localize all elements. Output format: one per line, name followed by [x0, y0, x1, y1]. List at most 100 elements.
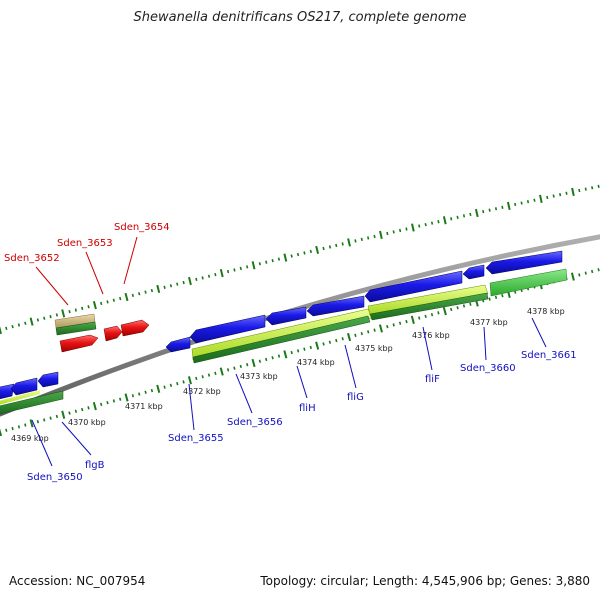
- minor-tick: [424, 223, 427, 227]
- major-tick: [251, 358, 256, 368]
- minor-tick: [501, 205, 504, 209]
- minor-tick: [360, 331, 363, 336]
- minor-tick: [74, 308, 77, 312]
- gene-arrow-sden-3661[interactable]: [485, 250, 563, 275]
- minor-tick: [591, 269, 594, 274]
- minor-tick: [176, 282, 179, 286]
- scale-label: 4372 kbp: [183, 387, 221, 396]
- gene-label-sden-3653[interactable]: Sden_3653: [57, 238, 113, 249]
- gene-arrow-flig[interactable]: [306, 295, 365, 317]
- minor-tick: [226, 368, 230, 372]
- minor-tick: [169, 383, 173, 388]
- gene-label-sden-3656[interactable]: Sden_3656: [227, 417, 283, 428]
- minor-tick: [17, 425, 21, 429]
- minor-tick: [501, 293, 504, 298]
- gene-label-flif[interactable]: fliF: [425, 374, 440, 385]
- minor-tick: [386, 324, 389, 329]
- feature-bar: [0, 390, 40, 405]
- minor-tick: [81, 306, 84, 311]
- major-tick: [571, 187, 575, 197]
- minor-tick: [341, 242, 344, 246]
- minor-tick: [112, 399, 116, 403]
- gene-arrow-flih[interactable]: [265, 306, 307, 326]
- minor-tick: [296, 349, 300, 353]
- leader-line: [123, 236, 138, 285]
- minor-tick: [418, 224, 421, 228]
- minor-tick: [176, 381, 179, 386]
- major-tick: [410, 315, 415, 324]
- minor-tick: [265, 260, 268, 264]
- minor-tick: [578, 273, 581, 277]
- major-tick: [0, 428, 3, 437]
- gene-label-sden-3655[interactable]: Sden_3655: [168, 433, 224, 444]
- leader-line: [483, 326, 487, 361]
- leader-line: [296, 365, 308, 399]
- gene-label-sden-3654[interactable]: Sden_3654: [114, 222, 170, 233]
- minor-tick: [258, 359, 262, 363]
- minor-tick: [469, 302, 472, 306]
- gene-label-sden-3660[interactable]: Sden_3660: [460, 363, 516, 374]
- minor-tick: [367, 236, 370, 240]
- minor-tick: [399, 228, 402, 233]
- gene-label-flig[interactable]: fliG: [347, 392, 364, 403]
- minor-tick: [182, 280, 185, 285]
- minor-tick: [430, 221, 434, 225]
- minor-tick: [360, 237, 363, 242]
- minor-tick: [138, 392, 141, 396]
- minor-tick: [303, 347, 306, 351]
- major-tick: [61, 309, 66, 318]
- minor-tick: [392, 323, 395, 327]
- minor-tick: [296, 252, 300, 257]
- gene-arrow-sden-3650[interactable]: [0, 383, 15, 400]
- minor-tick: [578, 188, 581, 193]
- major-tick: [315, 341, 320, 350]
- scale-label: 4374 kbp: [297, 358, 335, 367]
- minor-tick: [559, 193, 562, 197]
- minor-tick: [437, 311, 440, 315]
- gene-arrow-sden-3652[interactable]: [59, 334, 99, 353]
- leader-line: [531, 317, 547, 348]
- leader-line: [85, 251, 104, 295]
- major-tick: [0, 325, 2, 335]
- major-tick: [570, 272, 575, 281]
- minor-tick: [43, 316, 46, 320]
- gene-arrow-sden-3654[interactable]: [120, 319, 150, 337]
- gene-label-flih[interactable]: fliH: [299, 403, 316, 414]
- minor-tick: [271, 259, 274, 263]
- minor-tick: [201, 375, 204, 379]
- minor-tick: [195, 277, 198, 281]
- gene-arrow-sden-3656[interactable]: [189, 314, 266, 344]
- gene-label-sden-3661[interactable]: Sden_3661: [521, 350, 577, 361]
- gene-label-sden-3652[interactable]: Sden_3652: [4, 253, 60, 264]
- minor-tick: [533, 198, 536, 202]
- minor-tick: [488, 297, 491, 301]
- scale-label: 4377 kbp: [470, 318, 508, 327]
- gene-arrow-small[interactable]: [37, 371, 59, 388]
- gene-arrow-sden-3660[interactable]: [462, 264, 485, 280]
- feature-track-lower-green: [0, 268, 568, 415]
- gene-arrow-sden-3653[interactable]: [103, 325, 123, 342]
- gene-arrow-flif[interactable]: [364, 270, 463, 303]
- leader-line: [188, 383, 195, 431]
- minor-tick: [239, 364, 242, 369]
- scale-label: 4376 kbp: [412, 331, 450, 340]
- minor-tick: [106, 300, 109, 304]
- minor-tick: [163, 285, 166, 290]
- leader-line: [235, 373, 253, 414]
- major-tick: [347, 238, 351, 247]
- gene-arrow-sden-3655[interactable]: [165, 336, 191, 353]
- gene-label-flgb[interactable]: flgB: [85, 460, 105, 471]
- minor-tick: [87, 406, 90, 410]
- minor-tick: [469, 212, 472, 217]
- gene-label-sden-3650[interactable]: Sden_3650: [27, 472, 83, 483]
- minor-tick: [55, 414, 59, 419]
- minor-tick: [373, 234, 376, 239]
- gene-arrow-flgb[interactable]: [10, 377, 38, 396]
- major-tick: [92, 401, 97, 411]
- map-title: Shewanella denitrificans OS217, complete…: [133, 10, 467, 25]
- minor-tick: [552, 194, 555, 198]
- minor-tick: [386, 231, 389, 236]
- upper-tick-track: [0, 184, 600, 335]
